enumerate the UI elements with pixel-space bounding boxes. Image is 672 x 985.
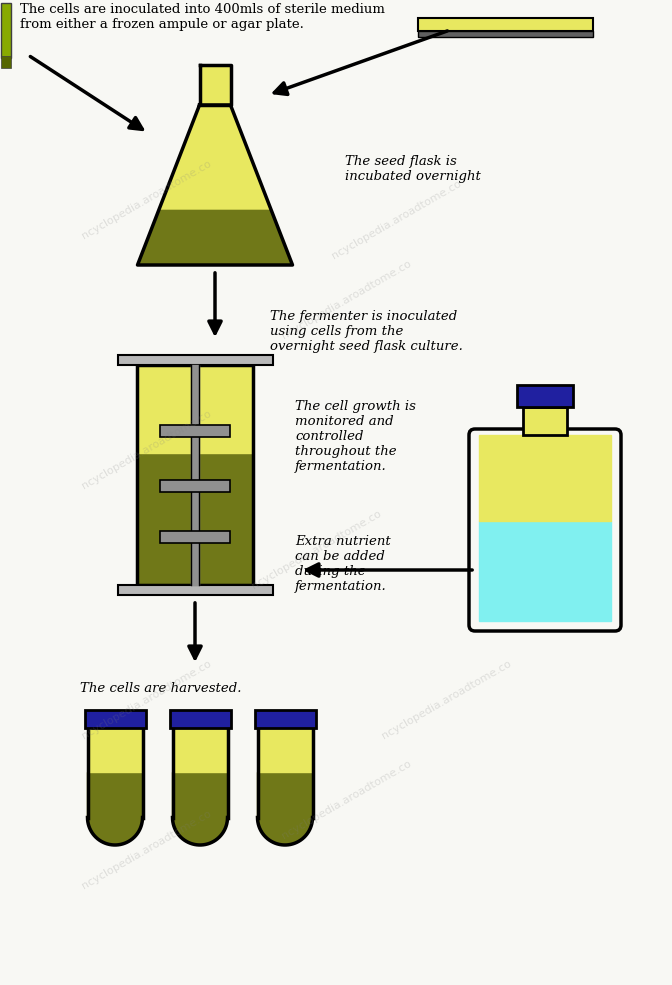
Polygon shape bbox=[479, 520, 611, 621]
Polygon shape bbox=[137, 365, 253, 453]
Bar bbox=[160, 425, 230, 437]
Polygon shape bbox=[159, 105, 271, 209]
Polygon shape bbox=[87, 728, 142, 772]
Text: The cell growth is
monitored and
controlled
throughout the
fermentation.: The cell growth is monitored and control… bbox=[295, 400, 416, 473]
Text: ncyclopedia.aroadtome.co: ncyclopedia.aroadtome.co bbox=[380, 659, 513, 742]
Polygon shape bbox=[257, 728, 312, 772]
Bar bbox=[517, 385, 573, 407]
Text: The cells are inoculated into 400mls of sterile medium
from either a frozen ampu: The cells are inoculated into 400mls of … bbox=[20, 3, 385, 31]
Text: ncyclopedia.aroadtome.co: ncyclopedia.aroadtome.co bbox=[330, 178, 463, 261]
Text: ncyclopedia.aroadtome.co: ncyclopedia.aroadtome.co bbox=[80, 809, 213, 891]
Polygon shape bbox=[173, 772, 228, 845]
Text: ncyclopedia.aroadtome.co: ncyclopedia.aroadtome.co bbox=[280, 758, 413, 841]
Polygon shape bbox=[257, 772, 312, 845]
Bar bbox=[169, 710, 230, 728]
Polygon shape bbox=[173, 728, 228, 772]
Bar bbox=[255, 710, 315, 728]
Bar bbox=[1, 56, 11, 68]
Polygon shape bbox=[191, 365, 199, 585]
Bar bbox=[118, 355, 273, 365]
Polygon shape bbox=[87, 772, 142, 845]
Bar bbox=[523, 407, 567, 435]
Text: ncyclopedia.aroadtome.co: ncyclopedia.aroadtome.co bbox=[80, 659, 213, 742]
Bar bbox=[417, 18, 593, 31]
Bar bbox=[160, 531, 230, 543]
Text: ncyclopedia.aroadtome.co: ncyclopedia.aroadtome.co bbox=[280, 259, 413, 341]
Text: ncyclopedia.aroadtome.co: ncyclopedia.aroadtome.co bbox=[250, 508, 383, 591]
Polygon shape bbox=[137, 453, 253, 585]
Polygon shape bbox=[200, 65, 230, 105]
Text: The fermenter is inoculated
using cells from the
overnight seed flask culture.: The fermenter is inoculated using cells … bbox=[270, 310, 463, 353]
Text: The seed flask is
incubated overnight: The seed flask is incubated overnight bbox=[345, 155, 481, 183]
Text: The cells are harvested.: The cells are harvested. bbox=[80, 682, 241, 695]
Bar bbox=[160, 480, 230, 492]
Bar bbox=[85, 710, 146, 728]
Text: ncyclopedia.aroadtome.co: ncyclopedia.aroadtome.co bbox=[80, 159, 213, 241]
Text: ncyclopedia.aroadtome.co: ncyclopedia.aroadtome.co bbox=[80, 409, 213, 492]
Bar bbox=[118, 585, 273, 595]
Polygon shape bbox=[479, 435, 611, 520]
Bar bbox=[417, 31, 593, 37]
Text: Extra nutrient
can be added
during the
fermentation.: Extra nutrient can be added during the f… bbox=[295, 535, 390, 593]
Bar bbox=[1, 3, 11, 58]
Bar bbox=[137, 365, 253, 585]
Polygon shape bbox=[138, 209, 292, 265]
